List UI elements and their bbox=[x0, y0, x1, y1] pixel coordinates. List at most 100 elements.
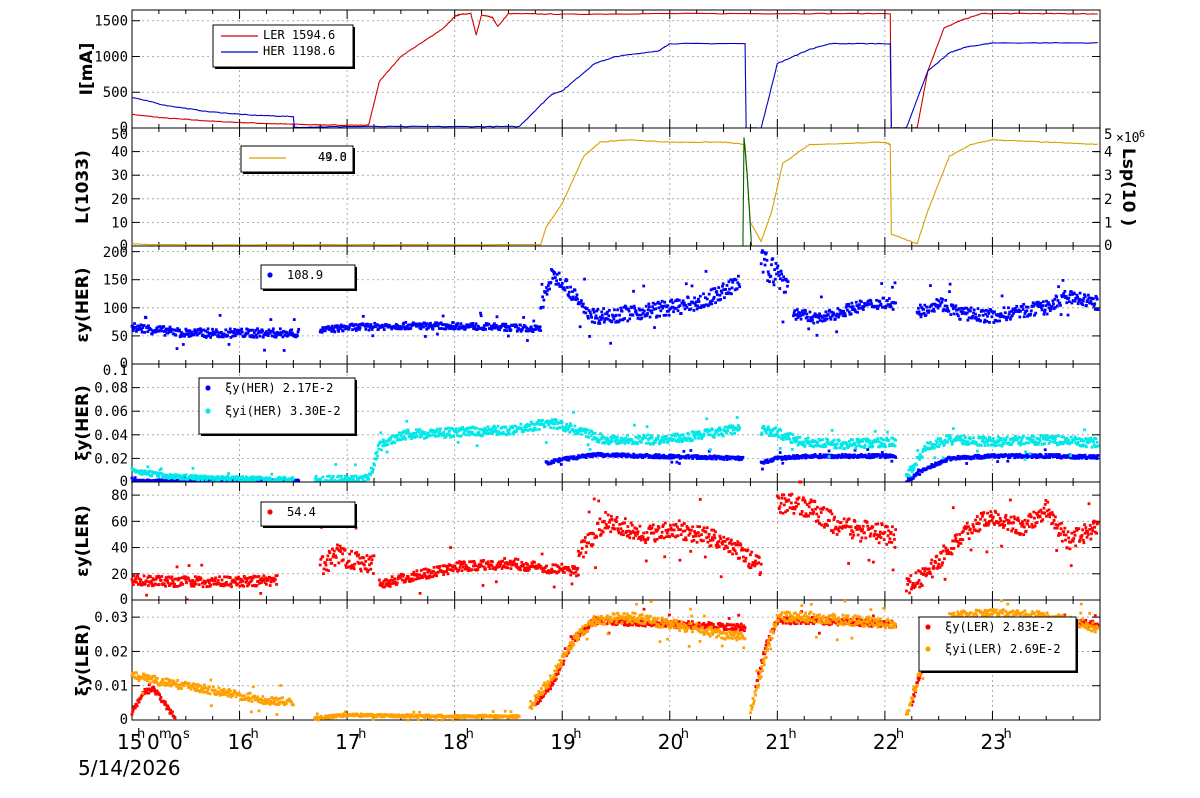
data-point bbox=[702, 434, 705, 438]
data-point bbox=[476, 568, 480, 572]
series-points-0 bbox=[130, 480, 1100, 602]
data-point bbox=[654, 307, 658, 311]
data-point bbox=[1081, 299, 1085, 303]
data-point bbox=[352, 567, 356, 571]
data-point bbox=[321, 475, 325, 479]
data-point bbox=[252, 331, 256, 334]
data-point bbox=[948, 290, 951, 294]
data-point bbox=[974, 315, 978, 319]
data-point bbox=[587, 435, 591, 439]
data-point bbox=[1014, 434, 1017, 438]
data-point bbox=[1015, 438, 1019, 442]
data-point bbox=[867, 445, 871, 449]
data-point bbox=[525, 425, 529, 429]
data-point bbox=[826, 438, 830, 442]
data-point bbox=[653, 456, 657, 460]
data-point bbox=[209, 331, 213, 335]
data-point bbox=[839, 446, 842, 450]
data-point bbox=[1044, 304, 1048, 308]
data-point bbox=[291, 476, 295, 480]
data-point bbox=[1028, 452, 1032, 456]
data-point bbox=[352, 478, 355, 482]
data-point bbox=[390, 575, 394, 579]
data-point bbox=[835, 312, 839, 316]
data-point bbox=[1060, 295, 1064, 299]
data-point bbox=[332, 553, 336, 556]
data-point bbox=[258, 334, 262, 338]
data-point bbox=[259, 591, 263, 595]
data-point bbox=[429, 321, 432, 325]
data-point bbox=[571, 428, 575, 431]
data-point bbox=[880, 305, 884, 309]
data-point bbox=[384, 578, 388, 581]
data-point bbox=[271, 329, 275, 333]
data-point bbox=[982, 320, 986, 324]
data-point bbox=[520, 426, 523, 430]
data-point bbox=[159, 578, 163, 582]
data-point bbox=[1029, 312, 1033, 316]
data-point bbox=[552, 461, 556, 464]
data-point bbox=[472, 560, 476, 563]
data-point bbox=[534, 428, 538, 432]
data-point bbox=[718, 293, 722, 297]
data-point bbox=[1070, 441, 1074, 445]
data-point bbox=[414, 572, 418, 576]
series-points-0 bbox=[130, 448, 1100, 484]
data-point bbox=[762, 424, 766, 428]
data-point bbox=[761, 270, 765, 274]
data-point bbox=[947, 437, 951, 441]
data-point bbox=[428, 433, 432, 437]
data-point bbox=[176, 584, 180, 588]
data-point bbox=[923, 303, 927, 307]
data-point bbox=[795, 453, 799, 457]
data-point bbox=[871, 444, 875, 448]
data-point bbox=[166, 581, 170, 585]
data-point bbox=[329, 326, 333, 330]
data-point bbox=[772, 283, 776, 287]
data-point bbox=[766, 425, 770, 429]
data-point bbox=[761, 249, 764, 253]
data-point bbox=[578, 429, 582, 433]
data-point bbox=[478, 427, 482, 431]
data-point bbox=[364, 475, 368, 479]
data-point bbox=[777, 270, 780, 274]
data-point bbox=[362, 556, 366, 560]
data-point bbox=[364, 327, 368, 331]
data-point bbox=[824, 310, 828, 314]
data-point bbox=[478, 565, 482, 568]
data-point bbox=[539, 306, 543, 309]
data-point bbox=[617, 320, 621, 323]
data-point bbox=[777, 274, 781, 277]
data-point bbox=[369, 473, 373, 477]
data-point bbox=[734, 278, 738, 282]
data-point bbox=[532, 319, 536, 323]
data-point bbox=[1011, 440, 1015, 444]
data-point bbox=[958, 438, 962, 442]
data-point bbox=[615, 435, 619, 439]
data-point bbox=[471, 432, 475, 436]
data-point bbox=[502, 432, 506, 436]
data-point bbox=[651, 301, 655, 305]
data-point bbox=[479, 562, 482, 566]
right-multiplier: ×10 bbox=[1116, 131, 1139, 146]
data-point bbox=[1003, 311, 1007, 315]
data-point bbox=[983, 318, 987, 322]
data-point bbox=[843, 312, 847, 315]
data-point bbox=[186, 332, 190, 336]
data-point bbox=[366, 322, 370, 326]
data-point bbox=[475, 426, 478, 430]
data-point bbox=[891, 308, 895, 311]
y-tick-label: 40 bbox=[111, 145, 128, 161]
data-point bbox=[844, 314, 847, 318]
data-point bbox=[520, 327, 524, 331]
legend-entry: ξy(HER) 2.17E-2 bbox=[225, 381, 333, 395]
data-point bbox=[479, 311, 482, 315]
data-point bbox=[640, 440, 643, 444]
data-point bbox=[219, 331, 223, 334]
data-point bbox=[557, 421, 561, 425]
data-point bbox=[816, 320, 819, 324]
data-point bbox=[690, 284, 694, 288]
data-point bbox=[431, 575, 435, 579]
data-point bbox=[766, 279, 770, 283]
